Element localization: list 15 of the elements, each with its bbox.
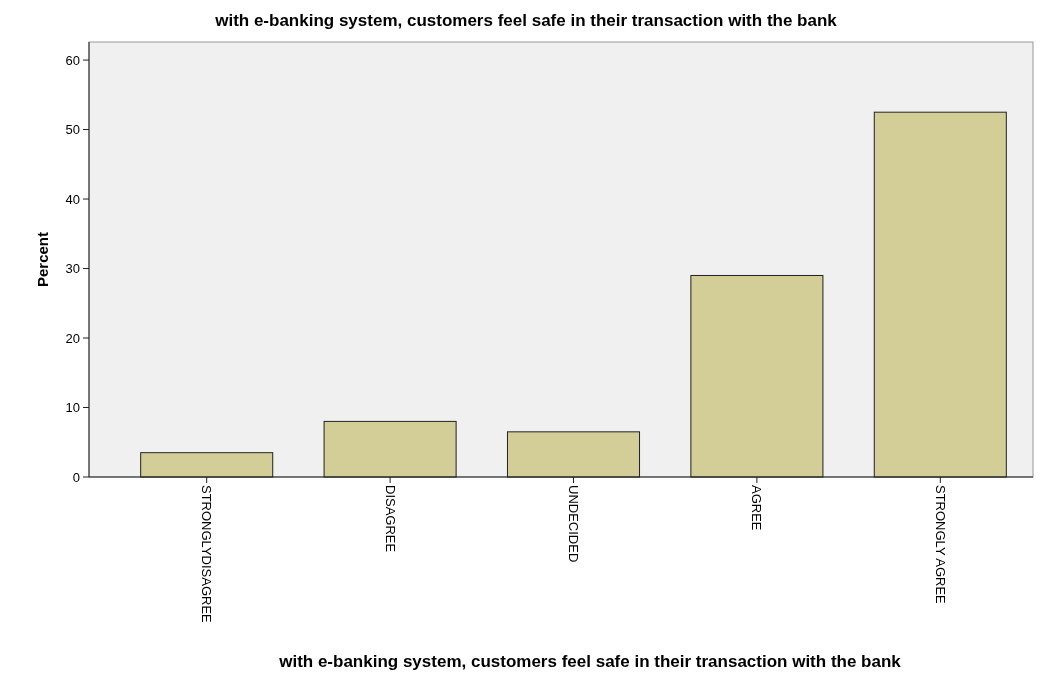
chart-title: with e-banking system, customers feel safe in their transaction with the bank bbox=[214, 11, 838, 30]
y-tick-label: 60 bbox=[65, 52, 80, 68]
y-tick-label: 10 bbox=[65, 400, 80, 416]
y-tick-label: 0 bbox=[72, 469, 80, 485]
x-axis-title: with e-banking system, customers feel safe in their transaction with the bank bbox=[278, 652, 902, 671]
y-tick-label: 40 bbox=[65, 191, 80, 207]
y-tick-label: 20 bbox=[65, 330, 80, 346]
x-tick-label: DISAGREE bbox=[382, 485, 398, 553]
x-tick-label: AGREE bbox=[749, 485, 765, 531]
y-tick-label: 50 bbox=[65, 122, 80, 138]
y-axis-title: Percent bbox=[34, 231, 51, 288]
x-tick-label: STRONGLYDISAGREE bbox=[199, 485, 215, 624]
x-tick-label: UNDECIDED bbox=[565, 485, 581, 563]
y-tick-label: 30 bbox=[65, 261, 80, 277]
x-tick-label: STRONGLY AGREE bbox=[932, 485, 948, 605]
